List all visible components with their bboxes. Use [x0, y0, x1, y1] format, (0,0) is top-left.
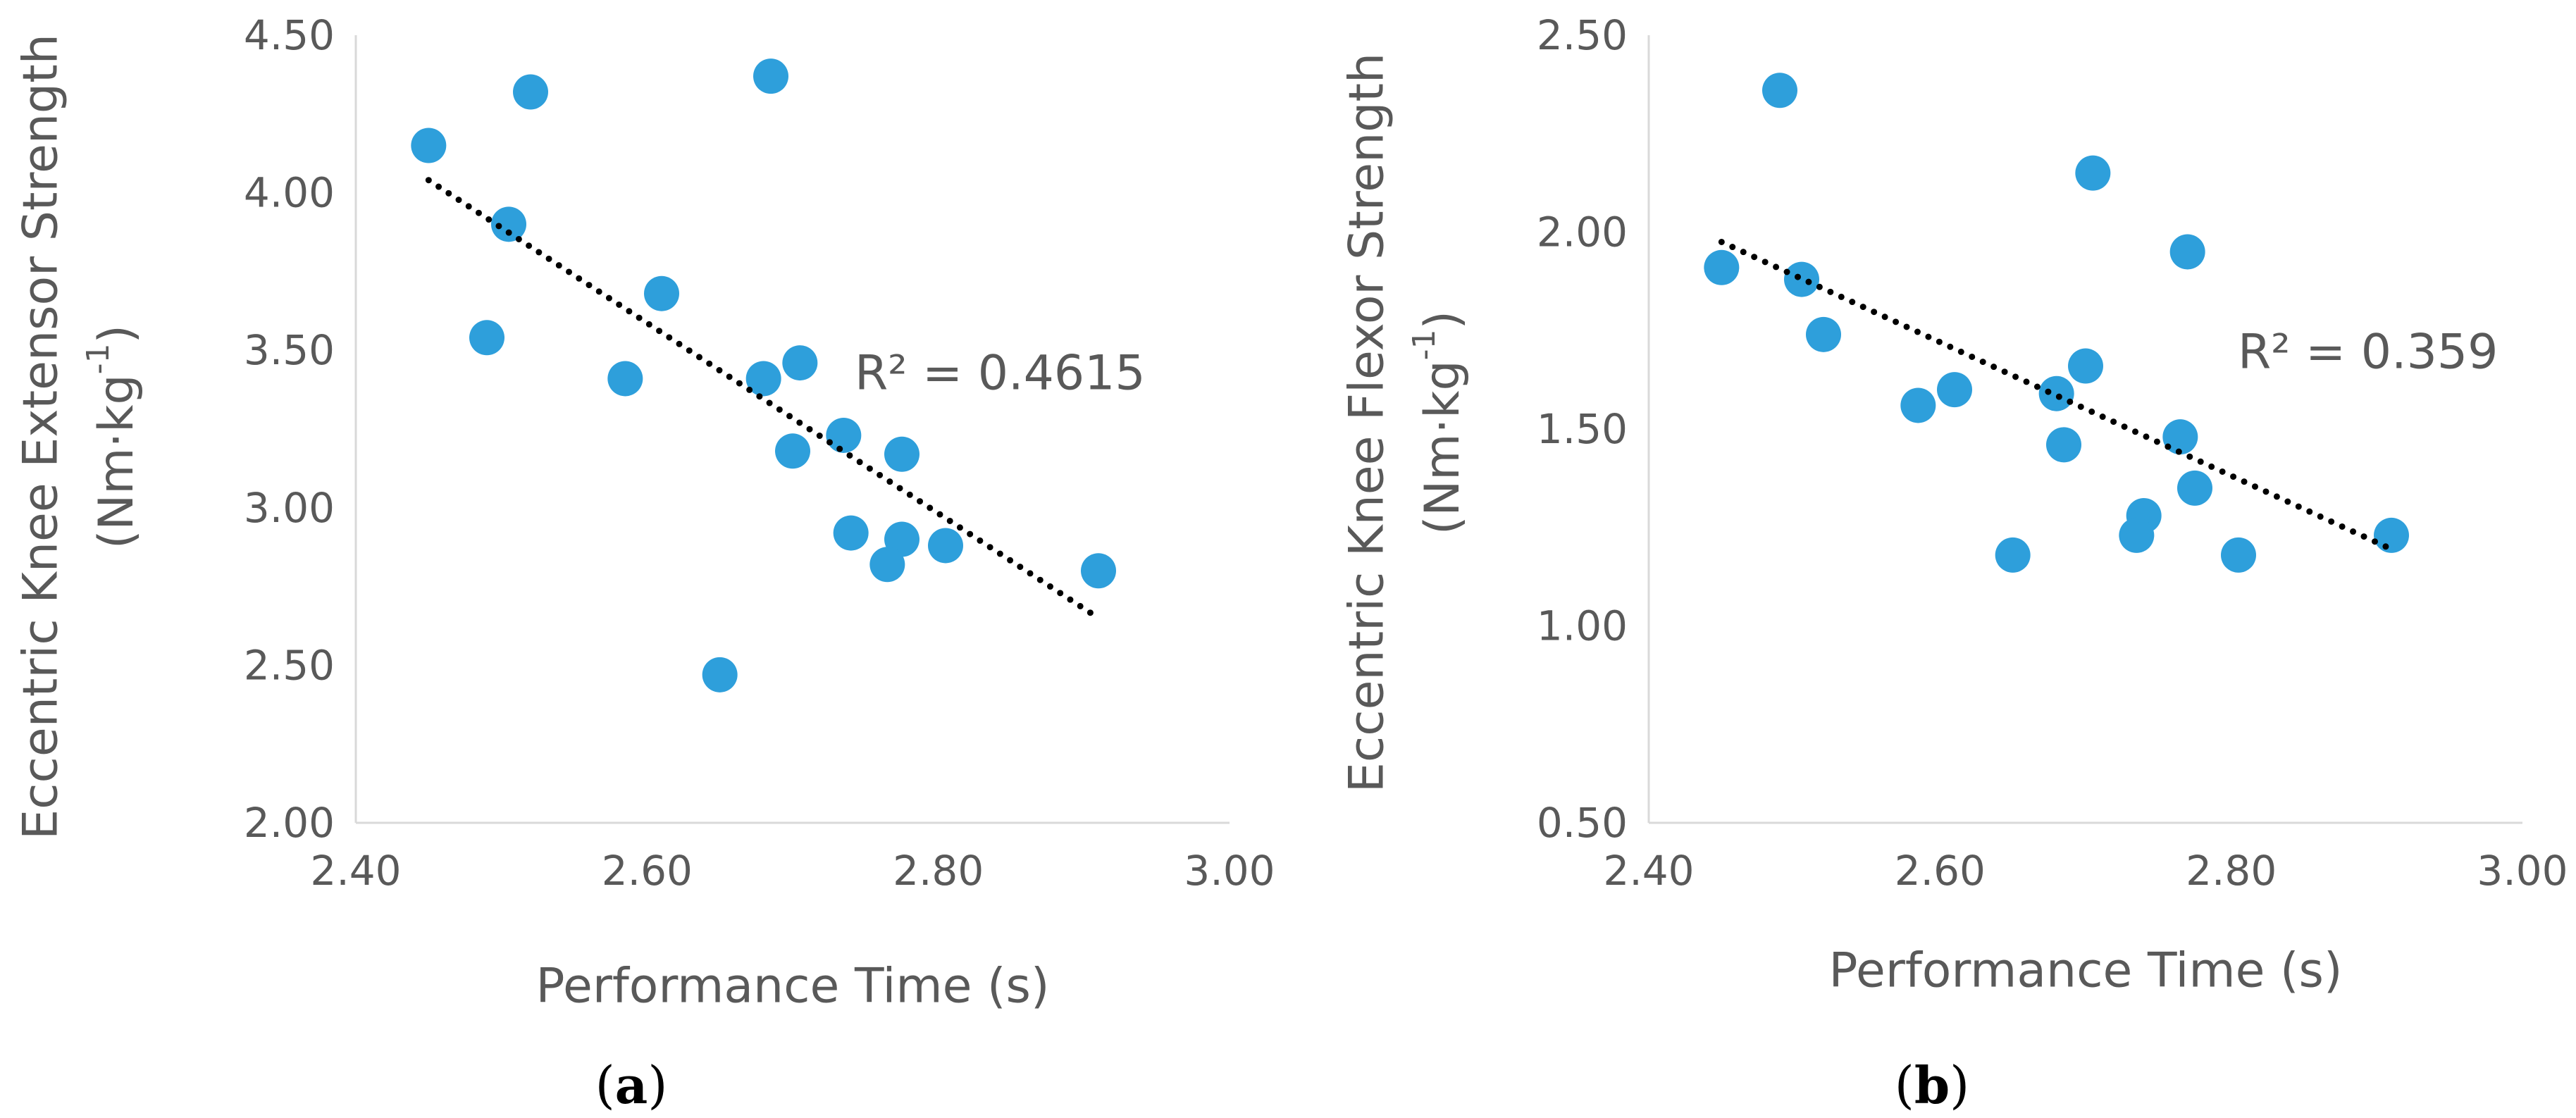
data-point: [1762, 73, 1797, 108]
data-point: [1900, 387, 1936, 423]
data-point: [2162, 419, 2198, 455]
data-point: [513, 74, 548, 110]
y-axis-label: Eccentric Knee Extensor Strength: [13, 34, 69, 840]
x-tick-label: 3.00: [1184, 847, 1275, 895]
data-point: [753, 58, 788, 94]
x-tick-label: 2.80: [893, 847, 984, 895]
r-squared-label: R² = 0.359: [2238, 325, 2498, 380]
y-tick-label: 3.00: [244, 484, 335, 532]
trendline: [425, 177, 1102, 621]
y-tick-label: 2.00: [1537, 209, 1628, 256]
data-point: [869, 547, 905, 583]
data-point: [1995, 537, 2031, 573]
y-axis-label: Eccentric Knee Flexor Strength: [1339, 53, 1395, 793]
data-point: [2221, 537, 2256, 573]
data-point: [1784, 261, 1819, 297]
x-tick-label: 2.60: [602, 847, 693, 895]
data-point: [2068, 348, 2103, 384]
data-point: [826, 417, 862, 453]
data-point: [644, 275, 679, 311]
y-tick-label: 4.50: [244, 11, 335, 59]
y-tick-label: 2.50: [244, 641, 335, 689]
x-tick-label: 2.40: [1603, 847, 1694, 895]
y-tick-label: 2.00: [244, 799, 335, 847]
data-point: [928, 528, 963, 564]
data-point: [702, 657, 738, 692]
data-point: [833, 515, 869, 551]
data-point: [2046, 427, 2081, 463]
data-point: [469, 320, 504, 356]
y-tick-label: 1.00: [1537, 602, 1628, 650]
data-point: [2374, 517, 2409, 553]
y-tick-label: 0.50: [1537, 799, 1628, 847]
chart-panel-b: 0.50 1.00 1.50 2.00 2.50 2.40 2.60 2.80 3.00 Perf…: [1339, 11, 2568, 1115]
y-tick-label: 2.50: [1537, 11, 1628, 59]
x-tick-label: 2.40: [310, 847, 401, 895]
panel-caption: (a): [595, 1055, 668, 1115]
data-point: [2038, 375, 2074, 411]
y-axis-unit-label: (Nm·kg-1): [80, 325, 144, 549]
data-point: [1806, 316, 1841, 352]
y-tick-label: 4.00: [244, 169, 335, 217]
panel-caption: (b): [1895, 1055, 1970, 1115]
data-point: [607, 361, 643, 397]
data-point: [775, 433, 810, 469]
x-tick-label: 3.00: [2477, 847, 2568, 895]
data-point: [2119, 517, 2155, 553]
data-point: [1937, 372, 1972, 408]
y-axis-unit-label: (Nm·kg-1): [1406, 311, 1470, 535]
data-point: [1081, 553, 1116, 589]
y-tick-label: 1.50: [1537, 405, 1628, 453]
data-point: [491, 206, 526, 242]
data-point: [411, 128, 447, 163]
x-tick-label: 2.60: [1895, 847, 1986, 895]
data-point: [2075, 155, 2111, 191]
trendline: [1718, 238, 2395, 552]
data-point: [782, 345, 818, 381]
x-axis-label: Performance Time (s): [1828, 943, 2342, 999]
y-tick-label: 3.50: [244, 326, 335, 374]
x-axis-label: Performance Time (s): [535, 959, 1049, 1014]
data-point: [884, 436, 919, 472]
r-squared-label: R² = 0.4615: [855, 346, 1146, 402]
chart-panel-a: 2.00 2.50 3.00 3.50 4.00 4.50 2.40 2.60 2.80 3.00…: [13, 11, 1275, 1115]
data-point: [2169, 234, 2205, 270]
data-point: [1704, 249, 1740, 285]
data-point: [745, 361, 781, 397]
data-point: [2177, 470, 2212, 506]
x-tick-label: 2.80: [2186, 847, 2277, 895]
